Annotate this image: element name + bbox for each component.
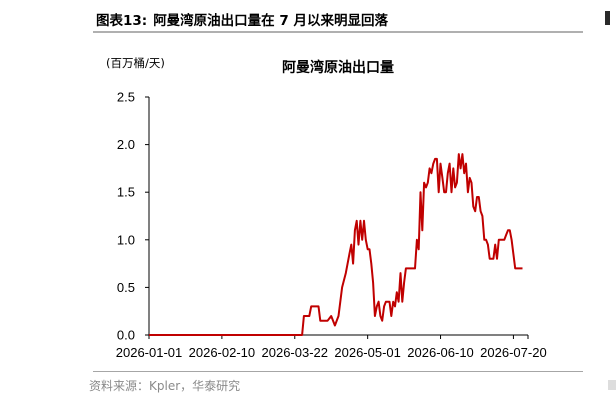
y-axis-unit-label: (百万桶/天) xyxy=(106,56,165,70)
bottom-divider xyxy=(93,371,583,372)
x-tick-label: 2026-05-01 xyxy=(334,345,401,360)
top-divider xyxy=(93,31,583,33)
source-note: 资料来源：Kpler，华泰研究 xyxy=(89,379,241,393)
x-axis: 2026-01-01 2026-02-10 2026-03-22 2026-05-01… xyxy=(116,334,547,360)
x-tick-label: 2026-06-10 xyxy=(407,345,474,360)
y-axis: 0.0 0.5 1.0 1.5 2.0 2.5 xyxy=(117,90,150,343)
y-tick-label: 0.5 xyxy=(117,280,135,295)
plot-area xyxy=(149,153,523,336)
y-tick-label: 1.5 xyxy=(117,185,135,200)
y-tick-label: 0.0 xyxy=(117,328,135,343)
series-line xyxy=(149,153,523,336)
x-tick-label: 2026-02-10 xyxy=(189,345,256,360)
chart-title: 阿曼湾原油出口量 xyxy=(282,59,394,76)
y-tick-label: 2.0 xyxy=(117,137,135,152)
x-tick-label: 2026-03-22 xyxy=(262,345,329,360)
x-tick-label: 2026-01-01 xyxy=(116,345,183,360)
figure-number: 图表13: xyxy=(96,13,148,29)
adjacent-figure-edge xyxy=(605,9,616,27)
y-tick-label: 1.0 xyxy=(117,232,135,247)
adjacent-figure-edge-bottom xyxy=(608,380,616,390)
figure-caption-text: 阿曼湾原油出口量在 7 月以来明显回落 xyxy=(153,13,388,29)
x-tick-label: 2026-07-20 xyxy=(480,345,547,360)
y-tick-label: 2.5 xyxy=(117,90,135,105)
figure-caption: 图表13: 阿曼湾原油出口量在 7 月以来明显回落 xyxy=(96,9,388,29)
